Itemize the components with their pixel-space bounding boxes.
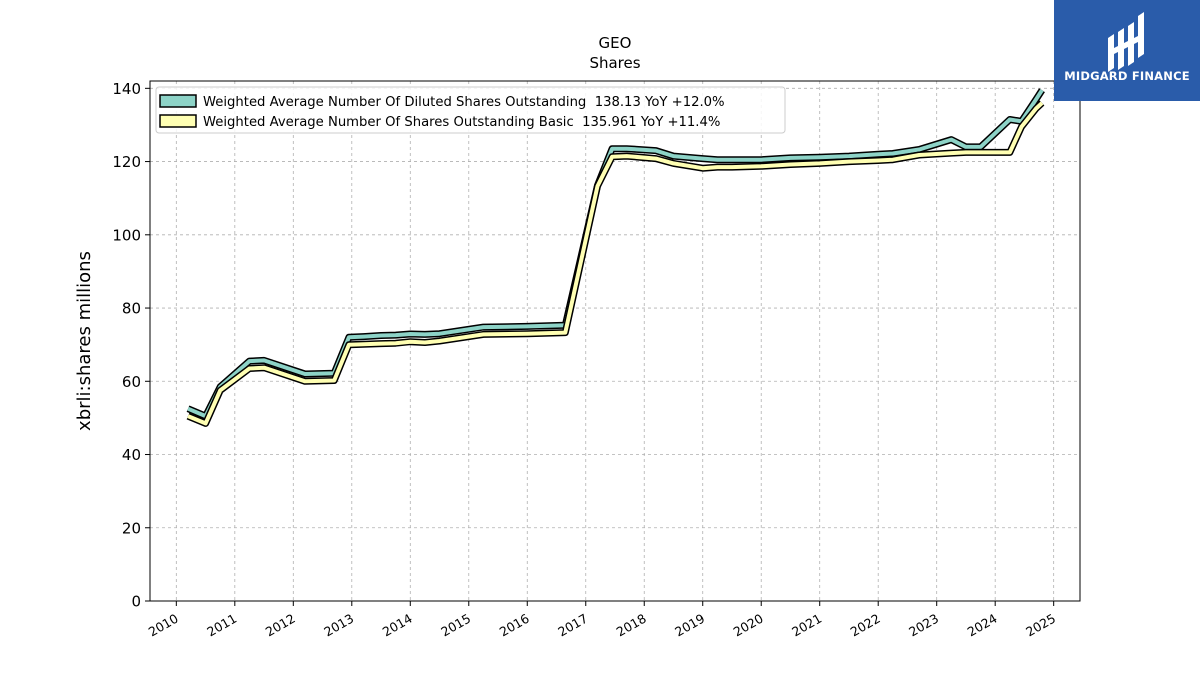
- x-tick-label: 2020: [731, 611, 766, 640]
- y-tick-label: 20: [122, 519, 141, 537]
- x-tick-label: 2014: [380, 611, 415, 640]
- x-tick-label: 2017: [555, 611, 590, 640]
- y-tick-label: 100: [112, 226, 141, 244]
- y-tick-label: 0: [131, 593, 141, 611]
- x-tick-label: 2024: [965, 611, 1000, 640]
- chart-title: GEO: [599, 34, 632, 52]
- midgard-logo-icon: [1108, 12, 1144, 72]
- series-outline-1: [186, 88, 1045, 420]
- y-axis: 0 20 40 60 80 100 120 140: [112, 80, 150, 611]
- y-axis-label: xbrli:shares millions: [74, 251, 95, 431]
- series-line-1: [187, 89, 1044, 419]
- y-tick-label: 120: [112, 153, 141, 171]
- y-tick-label: 40: [122, 446, 141, 464]
- series-lines: [186, 88, 1045, 427]
- legend-swatch-1: [159, 94, 197, 108]
- brand-logo: MIDGARD FINANCE: [1054, 0, 1200, 101]
- y-tick-label: 140: [112, 80, 141, 98]
- series-line-2: [187, 101, 1044, 426]
- legend-label-2: Weighted Average Number Of Shares Outsta…: [203, 115, 720, 130]
- x-tick-label: 2012: [263, 611, 298, 640]
- x-tick-label: 2022: [848, 611, 883, 640]
- x-tick-label: 2013: [321, 611, 356, 640]
- x-tick-label: 2011: [204, 611, 239, 640]
- x-tick-label: 2023: [906, 611, 941, 640]
- legend: Weighted Average Number Of Diluted Share…: [155, 86, 786, 134]
- x-axis: 2010 2011 2012 2013 2014 2015 2016 2017 2018 2019…: [146, 601, 1058, 640]
- logo-text: MIDGARD FINANCE: [1064, 69, 1190, 83]
- plot-frame: [149, 80, 1081, 602]
- x-tick-label: 2010: [146, 611, 181, 640]
- x-tick-label: 2019: [672, 611, 707, 640]
- x-tick-label: 2015: [438, 611, 473, 640]
- chart-subtitle: Shares: [589, 54, 640, 72]
- x-tick-label: 2021: [789, 611, 824, 640]
- x-tick-label: 2025: [1023, 611, 1058, 640]
- legend-swatch-2: [159, 114, 197, 128]
- legend-box: [155, 86, 786, 134]
- legend-label-1: Weighted Average Number Of Diluted Share…: [203, 95, 725, 110]
- y-tick-label: 60: [122, 373, 141, 391]
- x-tick-label: 2018: [614, 611, 649, 640]
- y-tick-label: 80: [122, 300, 141, 318]
- x-tick-label: 2016: [497, 611, 532, 640]
